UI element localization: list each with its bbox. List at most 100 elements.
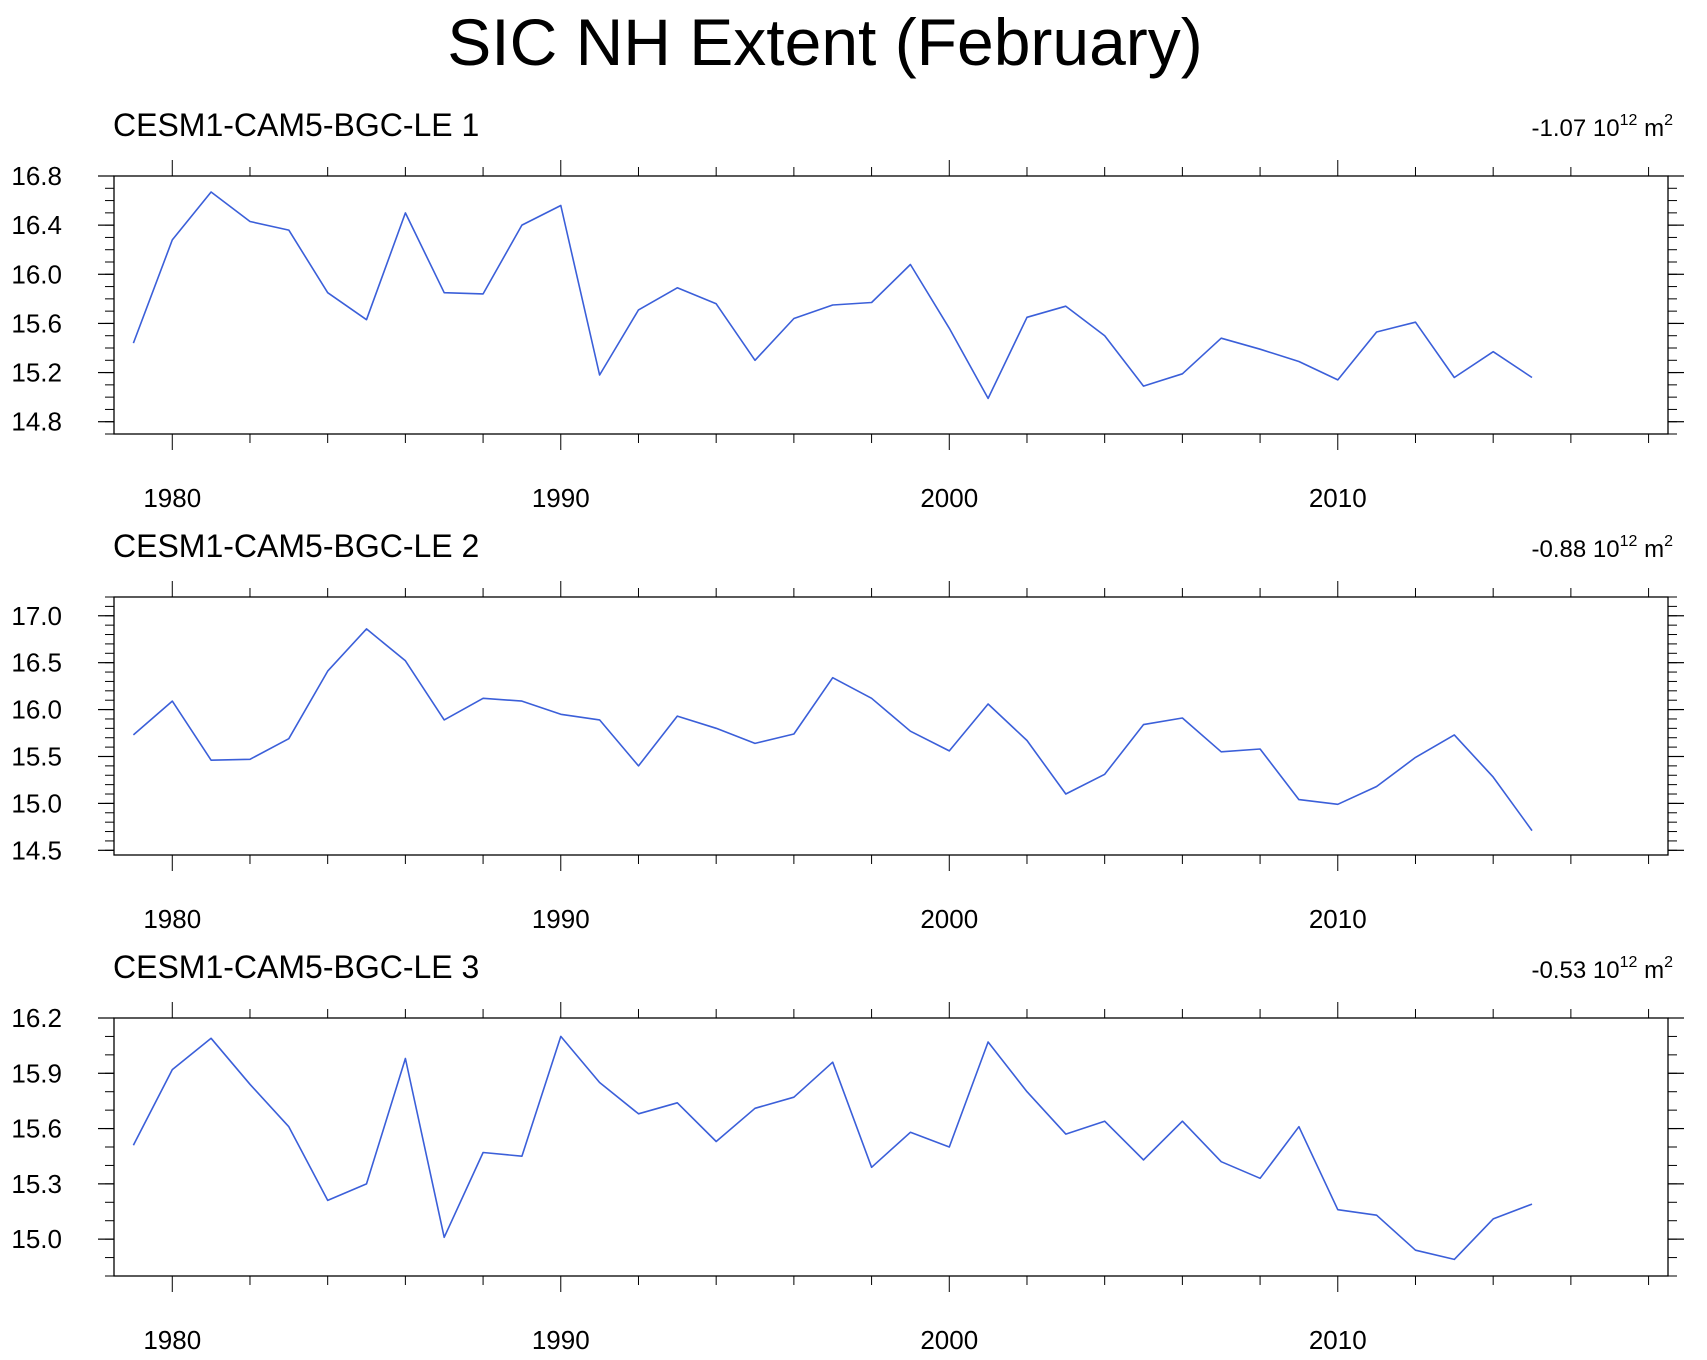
data-point <box>1220 1160 1223 1163</box>
data-point <box>1181 1120 1184 1123</box>
data-point <box>1220 750 1223 753</box>
data-point <box>1259 747 1262 750</box>
data-point <box>637 308 640 311</box>
x-tick-label: 1990 <box>532 483 590 513</box>
data-point <box>365 627 368 630</box>
data-point <box>948 749 951 752</box>
x-tick-label: 1990 <box>532 1325 590 1355</box>
data-point <box>287 1125 290 1128</box>
x-tick-label: 1980 <box>143 904 201 934</box>
data-point <box>210 759 213 762</box>
y-tick-label: 16.0 <box>11 259 62 289</box>
data-point <box>715 727 718 730</box>
data-point <box>1181 717 1184 720</box>
data-point <box>171 700 174 703</box>
data-point <box>676 715 679 718</box>
data-point <box>1492 350 1495 353</box>
data-point <box>1064 1133 1067 1136</box>
data-point <box>1414 1249 1417 1252</box>
data-point <box>831 676 834 679</box>
data-point <box>1297 360 1300 363</box>
y-tick-label: 16.2 <box>11 1003 62 1033</box>
data-point <box>482 292 485 295</box>
data-point <box>598 718 601 721</box>
data-point <box>598 1081 601 1084</box>
data-point <box>520 700 523 703</box>
y-tick-label: 14.8 <box>11 407 62 437</box>
data-point <box>870 1166 873 1169</box>
data-point <box>909 263 912 266</box>
data-point <box>754 1107 757 1110</box>
data-point <box>520 224 523 227</box>
data-point <box>1259 348 1262 351</box>
y-tick-label: 15.3 <box>11 1169 62 1199</box>
data-point <box>792 732 795 735</box>
panel-subtitle: CESM1-CAM5-BGC-LE 2 <box>113 528 479 564</box>
data-point <box>948 1146 951 1149</box>
data-point <box>637 764 640 767</box>
series-line <box>132 628 1533 832</box>
data-point <box>559 204 562 207</box>
data-point <box>326 1199 329 1202</box>
trend-exponent: 12 <box>1620 112 1638 129</box>
data-point <box>443 1236 446 1239</box>
data-point <box>404 659 407 662</box>
data-point <box>1103 1120 1106 1123</box>
trend-value: -0.53 10 <box>1532 957 1620 984</box>
y-tick-label: 15.0 <box>11 1224 62 1254</box>
data-point <box>443 718 446 721</box>
data-point <box>637 1112 640 1115</box>
data-point <box>792 1096 795 1099</box>
y-tick-label: 15.0 <box>11 788 62 818</box>
data-point <box>365 1182 368 1185</box>
y-tick-label: 15.2 <box>11 358 62 388</box>
y-tick-label: 15.6 <box>11 1114 62 1144</box>
panel-subtitle: CESM1-CAM5-BGC-LE 1 <box>113 107 479 143</box>
data-point <box>676 286 679 289</box>
data-point <box>1220 337 1223 340</box>
trend-value: -1.07 10 <box>1532 115 1620 142</box>
x-tick-label: 1980 <box>143 483 201 513</box>
plot-frame <box>113 596 1669 856</box>
y-tick-label: 17.0 <box>11 601 62 631</box>
x-tick-label: 1980 <box>143 1325 201 1355</box>
data-point <box>1492 1217 1495 1220</box>
data-point <box>909 730 912 733</box>
trend-label: -0.53 1012 m2 <box>1532 954 1674 984</box>
x-tick-label: 1990 <box>532 904 590 934</box>
data-point <box>948 327 951 330</box>
data-point <box>1297 798 1300 801</box>
data-point <box>1142 723 1145 726</box>
data-point <box>1064 305 1067 308</box>
data-point <box>1453 376 1456 379</box>
data-point <box>559 713 562 716</box>
figure-title: SIC NH Extent (February) <box>447 5 1203 79</box>
data-point <box>1414 321 1417 324</box>
x-tick-label: 2010 <box>1309 904 1367 934</box>
data-point <box>1297 1125 1300 1128</box>
data-point <box>1064 793 1067 796</box>
data-point <box>520 1155 523 1158</box>
data-point <box>870 301 873 304</box>
data-point <box>1336 803 1339 806</box>
trend-exponent: 12 <box>1620 954 1638 971</box>
data-point <box>715 302 718 305</box>
trend-unit: m <box>1637 957 1664 984</box>
y-tick-label: 16.5 <box>11 648 62 678</box>
plot-frame <box>113 175 1669 435</box>
trend-unit-exponent: 2 <box>1664 112 1673 129</box>
data-point <box>1103 773 1106 776</box>
chart-panel-1: CESM1-CAM5-BGC-LE 1 -1.07 1012 m2 1980 1990… <box>11 107 1684 513</box>
data-point <box>987 1040 990 1043</box>
data-point <box>443 291 446 294</box>
data-point <box>287 737 290 740</box>
chart-panel-2: CESM1-CAM5-BGC-LE 2 -0.88 1012 m2 1980 1990… <box>11 528 1684 934</box>
data-point <box>1375 1214 1378 1217</box>
panel-subtitle: CESM1-CAM5-BGC-LE 3 <box>113 949 479 985</box>
trend-unit: m <box>1637 536 1664 563</box>
data-point <box>210 190 213 193</box>
x-tick-label: 2000 <box>920 483 978 513</box>
data-point <box>1181 372 1184 375</box>
